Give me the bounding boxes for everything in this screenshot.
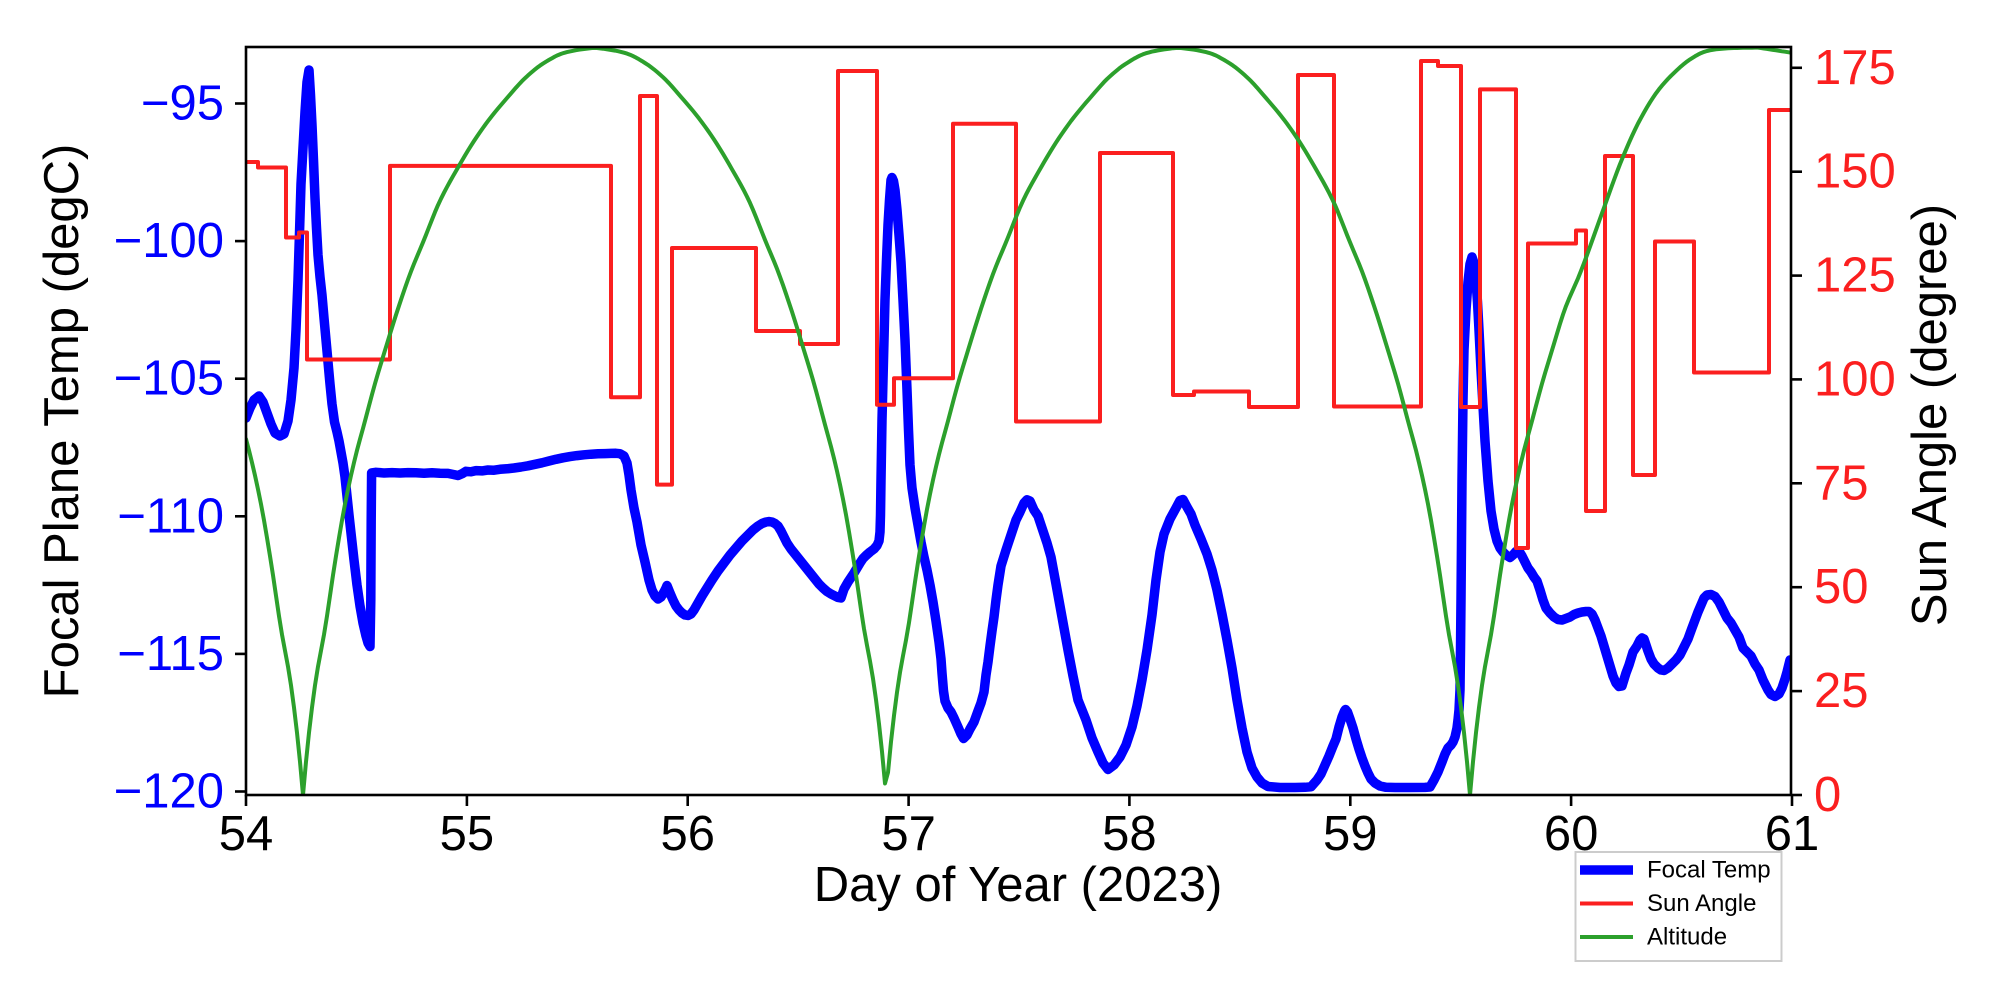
svg-text:25: 25 [1814,664,1869,718]
svg-text:−110: −110 [117,489,224,543]
svg-text:57: 57 [881,807,936,861]
svg-text:150: 150 [1814,145,1896,199]
svg-text:Day of Year (2023): Day of Year (2023) [814,858,1223,912]
svg-text:100: 100 [1814,352,1896,406]
svg-text:Sun Angle (degree): Sun Angle (degree) [1903,204,1957,626]
svg-text:Altitude: Altitude [1647,924,1727,951]
svg-text:50: 50 [1814,560,1869,614]
svg-text:−100: −100 [114,214,224,268]
svg-text:Sun Angle: Sun Angle [1647,890,1756,917]
svg-text:125: 125 [1814,249,1896,303]
svg-text:58: 58 [1102,807,1157,861]
svg-text:Focal Temp: Focal Temp [1647,857,1771,884]
svg-text:0: 0 [1814,768,1841,822]
svg-text:−105: −105 [114,352,224,406]
svg-text:−120: −120 [114,765,224,819]
svg-text:−115: −115 [117,627,224,681]
svg-text:75: 75 [1814,456,1869,510]
svg-text:55: 55 [440,807,495,861]
svg-text:Focal Plane Temp (degC): Focal Plane Temp (degC) [35,144,89,699]
svg-text:175: 175 [1814,41,1896,95]
svg-text:54: 54 [219,807,274,861]
svg-text:−95: −95 [141,77,224,131]
svg-text:59: 59 [1323,807,1378,861]
svg-text:56: 56 [660,807,715,861]
